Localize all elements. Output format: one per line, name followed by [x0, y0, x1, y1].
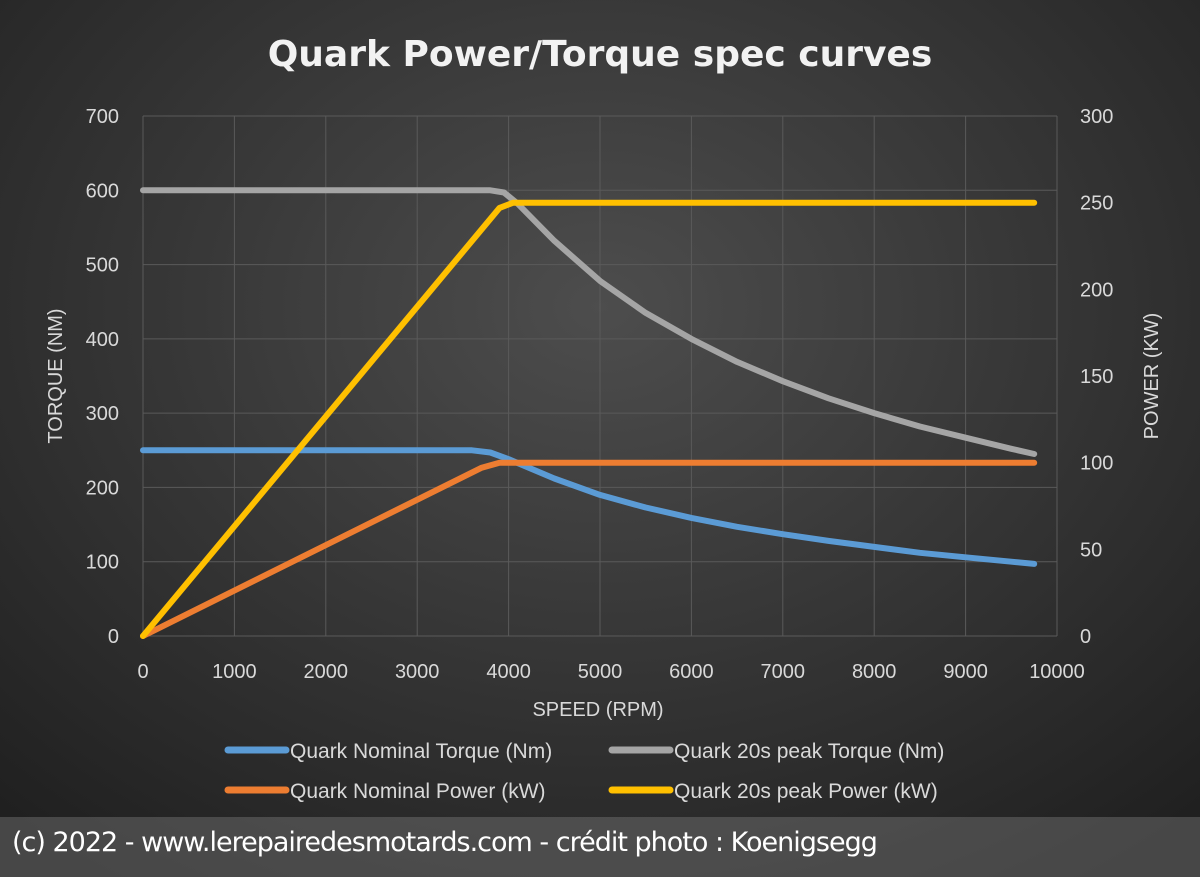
watermark-text: (c) 2022 - www.lerepairedesmotards.com -…: [12, 827, 878, 858]
y2-tick-label: 50: [1080, 539, 1102, 561]
x-tick-label: 10000: [1029, 661, 1085, 683]
y-tick-label: 600: [86, 180, 119, 202]
x-tick-label: 6000: [669, 661, 714, 683]
x-tick-label: 4000: [486, 661, 531, 683]
legend-label: Quark 20s peak Torque (Nm): [674, 740, 944, 763]
gridlines: [142, 115, 1058, 637]
y-tick-label: 400: [86, 329, 119, 351]
y-tick-label: 500: [86, 255, 119, 277]
y-tick-label: 200: [86, 477, 119, 499]
x-tick-label: 9000: [943, 661, 988, 683]
y2-tick-label: 100: [1080, 453, 1113, 475]
x-tick-label: 3000: [395, 661, 440, 683]
x-axis-label: SPEED (RPM): [532, 699, 663, 721]
x-tick-label: 2000: [304, 661, 349, 683]
series-lines: [140, 187, 1038, 639]
legend: Quark Nominal Torque (Nm) Quark 20s peak …: [224, 740, 944, 803]
y-tick-label: 300: [86, 403, 119, 425]
y-axis-label: TORQUE (NM): [45, 308, 67, 443]
y-tick-label: 700: [86, 106, 119, 128]
legend-label: Quark Nominal Torque (Nm): [290, 740, 552, 763]
series-line-3: [140, 199, 1038, 639]
legend-label: Quark 20s peak Power (kW): [674, 780, 938, 803]
x-tick-label: 8000: [852, 661, 897, 683]
y2-tick-label: 150: [1080, 366, 1113, 388]
y2-tick-label: 200: [1080, 279, 1113, 301]
y-tick-label: 0: [108, 626, 119, 648]
y2-tick-label: 0: [1080, 626, 1091, 648]
series-line-2: [140, 459, 1038, 639]
series-line-1: [140, 187, 1038, 457]
y2-axis-label: POWER (KW): [1141, 313, 1163, 440]
y2-tick-label: 250: [1080, 193, 1113, 215]
x-tick-label: 7000: [761, 661, 806, 683]
legend-label: Quark Nominal Power (kW): [290, 780, 546, 803]
series-line-0: [140, 447, 1038, 567]
x-tick-label: 5000: [578, 661, 623, 683]
x-tick-label: 0: [137, 661, 148, 683]
y2-tick-label: 300: [1080, 106, 1113, 128]
chart-title: Quark Power/Torque spec curves: [268, 34, 933, 75]
y-tick-label: 100: [86, 552, 119, 574]
watermark-band: [0, 817, 1200, 877]
x-tick-label: 1000: [212, 661, 257, 683]
